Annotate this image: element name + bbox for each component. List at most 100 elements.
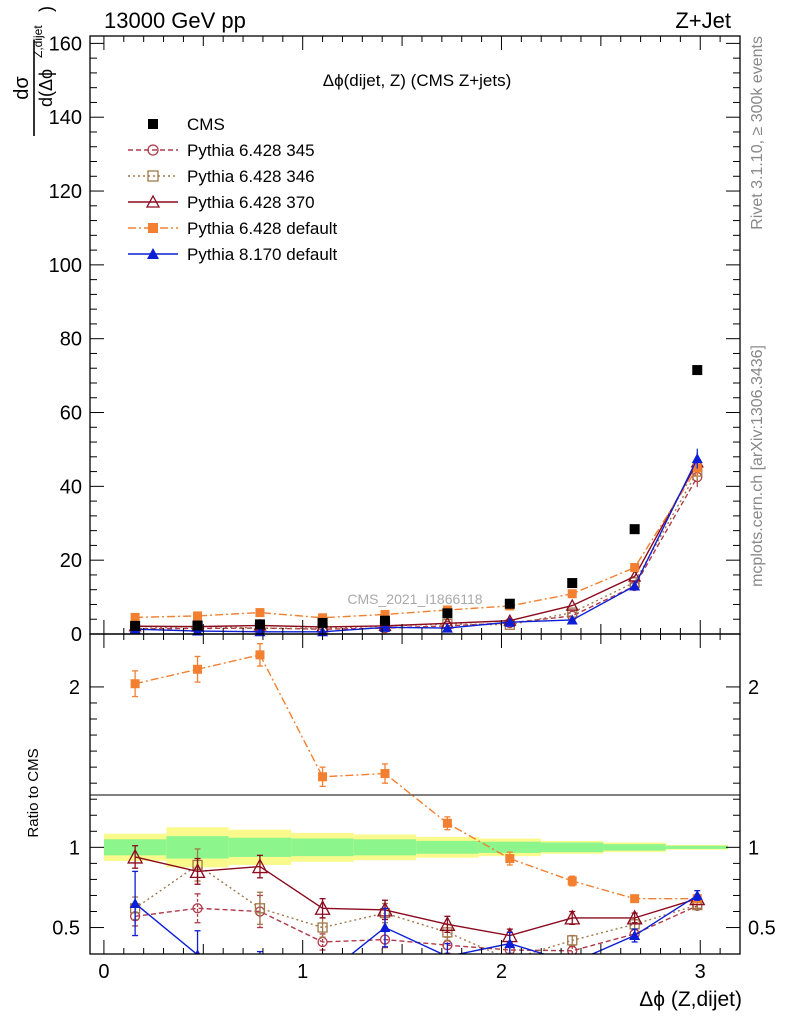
p346-ratio-point xyxy=(254,903,266,914)
p6def-ratio-point xyxy=(442,818,452,828)
cms-point xyxy=(567,578,578,589)
x-tick-label: 0 xyxy=(98,961,109,983)
cms-point xyxy=(629,524,640,535)
ratio-y-tick-label-left: 1 xyxy=(69,837,80,859)
main-y-axis-title: dσ d(Δϕ Z,dijet ) xyxy=(11,6,56,136)
legend-entry-p345: Pythia 6.428 345 xyxy=(128,141,315,160)
p8def-ratio-point xyxy=(317,972,328,982)
p8def-line xyxy=(135,458,698,633)
main-y-tick-label: 100 xyxy=(49,255,82,277)
series-p345 xyxy=(129,467,703,635)
uncertainty-band-inner xyxy=(166,836,229,859)
p8def-point xyxy=(691,453,703,464)
p370-ratio-point xyxy=(189,863,206,879)
legend-marker xyxy=(147,248,159,259)
cms-point xyxy=(692,365,703,376)
p8def-ratio-point xyxy=(567,957,578,967)
legend-entry-p346: Pythia 6.428 346 xyxy=(128,167,315,186)
p8def-ratio-point xyxy=(504,938,516,949)
svg-text:dσ: dσ xyxy=(11,76,33,100)
cms-point xyxy=(192,620,203,631)
uncertainty-band-inner xyxy=(228,837,292,857)
p8def-ratio-point xyxy=(129,897,141,908)
series-p346 xyxy=(129,461,703,634)
cms-point xyxy=(442,608,453,619)
main-y-tick-label: 20 xyxy=(60,550,82,572)
main-y-tick-label: 60 xyxy=(60,403,82,425)
legend-label: Pythia 6.428 345 xyxy=(187,141,315,160)
p6def-ratio-line xyxy=(134,654,698,900)
uncertainty-band-inner xyxy=(665,845,729,849)
p345-ratio-point xyxy=(567,945,578,954)
legend: CMS Pythia 6.428 345 Pythia 6.428 346 Pythi… xyxy=(128,115,338,264)
uncertainty-band-inner xyxy=(416,840,479,854)
uncertainty-band-inner xyxy=(603,844,666,851)
svg-text:): ) xyxy=(36,6,56,12)
legend-marker xyxy=(147,170,159,182)
plot-title: Δϕ(dijet, Z) (CMS Z+jets) xyxy=(323,71,512,90)
mcplots-label: mcplots.cern.ch [arXiv:1306.3436] xyxy=(749,345,766,587)
ratio-y-tick-label-left: 0.5 xyxy=(52,918,80,940)
p6def-ratio-point xyxy=(318,772,328,782)
main-y-tick-label: 140 xyxy=(49,107,82,129)
legend-label: Pythia 8.170 default xyxy=(187,245,338,264)
main-y-tick-label: 160 xyxy=(49,33,82,55)
legend-marker xyxy=(148,223,158,233)
uncertainty-band-inner xyxy=(291,838,354,857)
p8def-point xyxy=(504,616,516,627)
p370-point xyxy=(565,598,579,611)
p8def-ratio-point xyxy=(629,930,641,941)
ratio-frame xyxy=(89,633,741,955)
p6def-point xyxy=(130,612,140,622)
ratio-series-p8def xyxy=(129,870,703,982)
ratio-y-tick-label-right: 1 xyxy=(748,837,759,859)
p346-ratio-point xyxy=(567,935,578,946)
p345-ratio-point xyxy=(192,903,203,914)
uncertainty-band-inner xyxy=(541,842,604,853)
p8def-ratio-point xyxy=(194,949,201,954)
legend-marker xyxy=(147,144,159,156)
x-tick-label: 3 xyxy=(695,961,706,983)
cms-point xyxy=(254,619,265,630)
x-tick-label: 2 xyxy=(496,961,507,983)
ratio-plot-panel: 0.5 0.5 1 1 2 2 0 1 2 3 Ratio to CMS Δϕ (Z,dijet) xyxy=(25,633,776,1011)
main-y-tick-label: 80 xyxy=(60,329,82,351)
ratio-y-tick-label-left: 2 xyxy=(69,677,80,699)
series-p8def xyxy=(129,448,703,637)
legend-label: CMS xyxy=(187,115,225,134)
uncertainty-band-inner xyxy=(478,841,542,853)
p6def-ratio-point xyxy=(505,854,515,864)
main-plot-panel: Δϕ(dijet, Z) (CMS Z+jets) CMS_2021_I1866… xyxy=(49,33,741,646)
p345-line xyxy=(135,476,698,630)
p6def-ratio-point xyxy=(255,650,265,660)
ratio-y-tick-label-right: 0.5 xyxy=(748,918,776,940)
p370-ratio-point xyxy=(626,909,643,925)
x-tick-label: 1 xyxy=(297,961,308,983)
main-y-tick-label: 40 xyxy=(60,476,82,498)
cms-point xyxy=(317,617,328,628)
main-y-tick-label: 120 xyxy=(49,181,82,203)
p6def-ratio-point xyxy=(130,679,140,689)
uncertainty-band-inner xyxy=(353,839,417,856)
p6def-point xyxy=(255,608,265,618)
svg-text:d(Δϕ: d(Δϕ xyxy=(36,69,56,107)
ratio-y-axis-title: Ratio to CMS xyxy=(25,748,42,837)
p8def-point xyxy=(566,614,578,625)
p8def-ratio-point xyxy=(379,922,391,933)
p6def-ratio-point xyxy=(567,876,577,886)
p8def-point xyxy=(629,580,641,591)
p6def-point xyxy=(380,609,390,619)
header-left: 13000 GeV pp xyxy=(104,8,246,33)
p6def-point xyxy=(193,611,203,621)
p6def-ratio-point xyxy=(380,769,390,779)
watermark: CMS_2021_I1866118 xyxy=(347,591,482,607)
p6def-ratio-point xyxy=(630,894,640,904)
p370-ratio-point xyxy=(127,848,144,864)
main-y-tick-label: 0 xyxy=(71,624,82,646)
p370-ratio-point xyxy=(439,915,456,931)
legend-label: Pythia 6.428 370 xyxy=(187,193,315,212)
legend-marker xyxy=(148,119,158,129)
legend-label: Pythia 6.428 default xyxy=(187,219,338,238)
p345-ratio-line xyxy=(135,905,698,952)
